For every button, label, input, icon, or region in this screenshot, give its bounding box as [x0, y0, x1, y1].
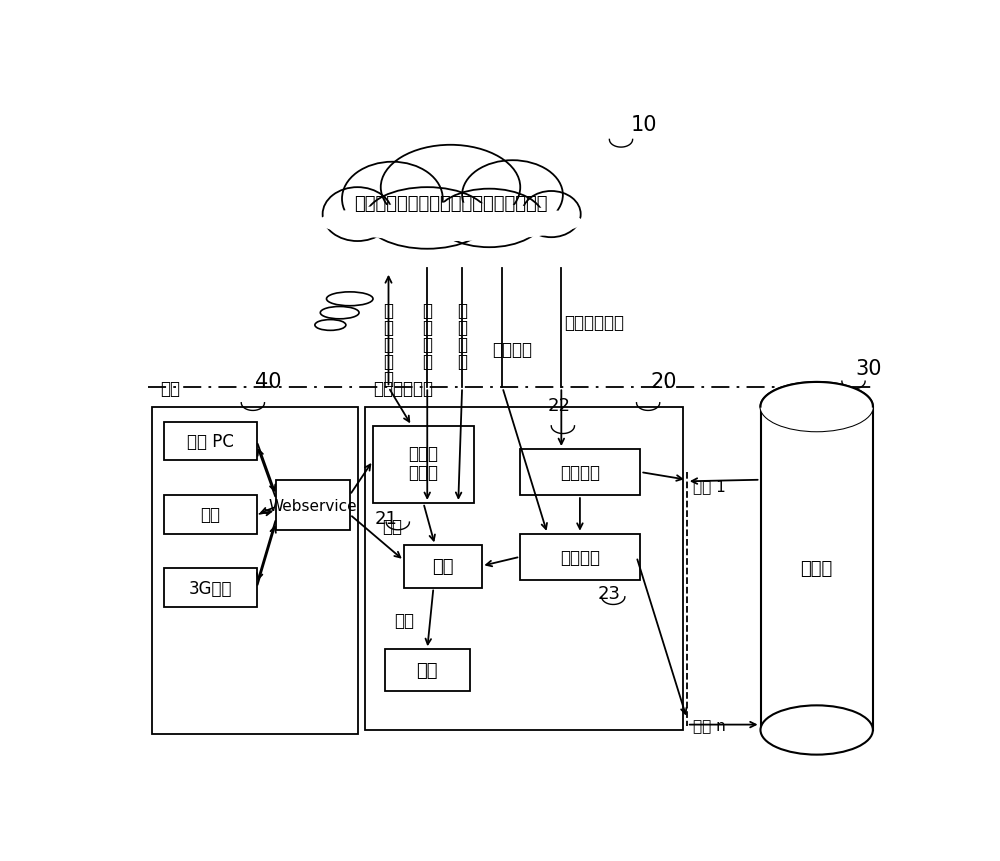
Bar [276, 480, 350, 530]
Text: 辑: 辑 [384, 353, 394, 371]
Text: 20: 20 [650, 372, 677, 392]
Text: 解释: 解释 [394, 611, 414, 629]
Bar [520, 449, 640, 496]
Text: 数据分析平台: 数据分析平台 [373, 380, 433, 398]
Text: 40: 40 [255, 372, 282, 392]
Text: 30: 30 [856, 359, 882, 379]
Text: 23: 23 [598, 584, 621, 602]
Text: 普通 PC: 普通 PC [187, 433, 234, 450]
Text: 数据转换规则: 数据转换规则 [564, 313, 624, 331]
Text: 节点 1: 节点 1 [693, 479, 726, 493]
Text: 手机: 手机 [200, 505, 220, 523]
Text: 定: 定 [384, 302, 394, 320]
Text: 识: 识 [384, 369, 394, 387]
Ellipse shape [522, 192, 581, 238]
Ellipse shape [323, 188, 392, 242]
Text: 知: 知 [457, 336, 467, 354]
Bar [385, 649, 470, 691]
Ellipse shape [381, 146, 520, 230]
Text: 义: 义 [384, 319, 394, 337]
Bar [373, 426, 474, 504]
Text: 知: 知 [422, 336, 432, 354]
Text: 发现: 发现 [432, 557, 454, 575]
Text: 识: 识 [457, 353, 467, 371]
Ellipse shape [435, 189, 544, 248]
Text: 迭代: 迭代 [382, 517, 402, 536]
Text: 估: 估 [457, 319, 467, 337]
Text: 10: 10 [631, 115, 658, 135]
Bar [152, 407, 358, 734]
Ellipse shape [462, 161, 563, 230]
Text: 应用: 应用 [160, 380, 180, 398]
Ellipse shape [365, 188, 489, 250]
Bar [164, 423, 257, 461]
Text: Webservice: Webservice [268, 498, 357, 513]
Bar [404, 546, 482, 588]
Text: 3G设备: 3G设备 [188, 579, 232, 597]
Text: 数据源: 数据源 [801, 560, 833, 578]
Ellipse shape [761, 382, 873, 431]
Text: 逻: 逻 [384, 336, 394, 354]
Text: 拥有自学习能力的人工神经元网络逻辑云: 拥有自学习能力的人工神经元网络逻辑云 [354, 195, 547, 213]
Ellipse shape [761, 382, 873, 431]
Text: 识: 识 [422, 353, 432, 371]
Ellipse shape [342, 163, 443, 237]
Text: 21: 21 [375, 510, 397, 528]
Bar [164, 496, 257, 534]
Text: 释: 释 [422, 319, 432, 337]
Text: 节点 n: 节点 n [693, 719, 726, 734]
Text: 知识: 知识 [416, 661, 438, 679]
Text: 挖掘算法: 挖掘算法 [492, 340, 532, 358]
Text: 数据仓库: 数据仓库 [560, 463, 600, 481]
Text: 22: 22 [547, 397, 570, 415]
Bar [520, 534, 640, 580]
Text: 控制器: 控制器 [408, 463, 438, 481]
Text: 逻辑云: 逻辑云 [408, 444, 438, 462]
Bar [164, 568, 257, 607]
Text: 解: 解 [422, 302, 432, 320]
Text: 数据挖掘: 数据挖掘 [560, 548, 600, 566]
Text: 评: 评 [457, 302, 467, 320]
Ellipse shape [761, 705, 873, 755]
Ellipse shape [319, 203, 582, 242]
Bar [365, 407, 683, 730]
